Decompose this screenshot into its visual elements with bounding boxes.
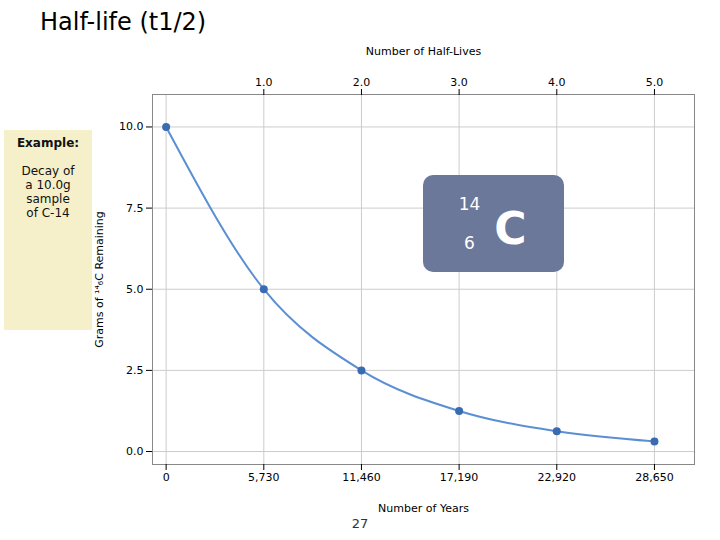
svg-text:5.0: 5.0 [126, 283, 144, 296]
svg-text:Number of Half-Lives: Number of Half-Lives [366, 45, 482, 58]
svg-text:11,460: 11,460 [342, 471, 381, 484]
svg-text:0: 0 [163, 471, 170, 484]
svg-text:1.0: 1.0 [255, 76, 273, 89]
svg-text:5.0: 5.0 [646, 76, 664, 89]
html-text:27: 27 [351, 516, 369, 531]
svg-text:2.5: 2.5 [126, 364, 144, 377]
html-text:Half-life (t1/2): Half-life (t1/2) [40, 8, 207, 36]
svg-text:7.5: 7.5 [126, 202, 144, 215]
svg-text:2.0: 2.0 [353, 76, 371, 89]
html-text:Example:: Example: [16, 136, 80, 150]
svg-text:0.0: 0.0 [126, 445, 144, 458]
svg-text:28,650: 28,650 [635, 471, 674, 484]
svg-text:Grams of ¹⁴₆C Remaining: Grams of ¹⁴₆C Remaining [93, 211, 106, 348]
svg-text:4.0: 4.0 [548, 76, 566, 89]
svg-text:17,190: 17,190 [440, 471, 479, 484]
svg-text:5,730: 5,730 [248, 471, 280, 484]
svg-text:Number of Years: Number of Years [378, 502, 469, 515]
html-text:Decay of a 10.0g sample of C-1: Decay of a 10.0g sample of C-14 [21, 164, 75, 220]
html-text:C: C [494, 202, 527, 254]
html-text:14: 14 [458, 194, 481, 215]
html-text:6: 6 [464, 232, 475, 253]
svg-text:10.0: 10.0 [119, 120, 144, 133]
svg-text:3.0: 3.0 [450, 76, 468, 89]
svg-text:22,920: 22,920 [538, 471, 577, 484]
